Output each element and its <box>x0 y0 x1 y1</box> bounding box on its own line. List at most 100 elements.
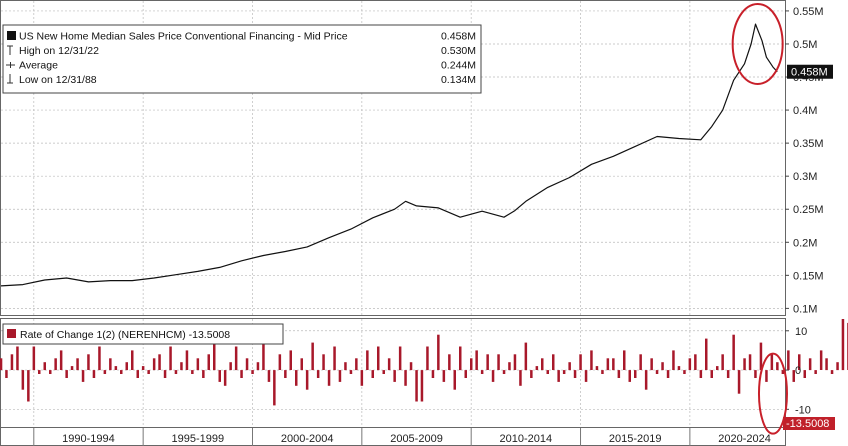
price-line-series <box>0 23 778 287</box>
legend-row-low-label: Low on 12/31/88 <box>19 74 97 86</box>
roc-bar <box>726 370 730 378</box>
price-y-tick-label: 0.35M <box>793 138 824 150</box>
x-axis-label: 2005-2009 <box>390 433 443 445</box>
roc-bar <box>366 350 369 370</box>
legend-row-high-label: High on 12/31/22 <box>19 45 99 57</box>
roc-bar <box>573 370 577 378</box>
peak-highlight-circle <box>731 2 784 85</box>
roc-bar <box>705 338 708 370</box>
annotations <box>731 2 788 435</box>
roc-bar <box>131 350 134 370</box>
legend-row-low-value: 0.134M <box>441 74 476 86</box>
roc-bar <box>185 350 189 370</box>
roc-bar <box>781 370 785 374</box>
roc-bar <box>158 354 161 370</box>
roc-legend: Rate of Change 1(2) (NERENHCM) -13.5008 <box>2 323 284 345</box>
roc-bar <box>267 370 271 382</box>
roc-bar <box>634 370 637 378</box>
roc-bar <box>207 354 210 370</box>
roc-bar <box>595 366 599 370</box>
roc-bar <box>819 350 823 370</box>
roc-bar <box>732 334 735 370</box>
roc-bar <box>196 358 200 371</box>
roc-bar <box>295 370 298 386</box>
roc-bar <box>38 370 41 374</box>
roc-bar <box>262 334 265 370</box>
legend-row-high-icon <box>7 45 13 55</box>
roc-bar <box>639 354 642 370</box>
roc-bar <box>650 358 653 371</box>
price-y-tick-label: 0.4M <box>793 105 817 117</box>
roc-bar <box>480 370 484 374</box>
price-y-tick-label: 0.55M <box>793 6 824 18</box>
roc-bar <box>787 350 790 370</box>
roc-bar <box>530 370 533 378</box>
roc-bar <box>710 370 713 378</box>
roc-bar <box>251 370 254 374</box>
roc-bar <box>147 370 150 374</box>
roc-bar <box>836 362 839 371</box>
roc-bar <box>552 354 555 370</box>
price-last-value-label: 0.458M <box>791 67 828 79</box>
roc-bar <box>699 370 703 378</box>
roc-bar <box>300 358 303 371</box>
legend-row-average-label: Average <box>19 60 58 72</box>
roc-bar <box>770 354 774 370</box>
roc-bar <box>305 370 309 390</box>
roc-y-axis: 10 0 -10 -13.5008 <box>783 326 835 430</box>
roc-bar <box>0 358 3 371</box>
roc-bar <box>152 358 156 371</box>
roc-bar <box>464 370 467 378</box>
roc-bar <box>546 370 549 374</box>
roc-bar <box>754 370 757 378</box>
legend-row-low-icon <box>7 74 13 84</box>
roc-bar <box>32 346 36 371</box>
roc-y-tick-label: -10 <box>795 404 811 416</box>
roc-bar <box>683 370 686 374</box>
roc-bar <box>16 346 19 371</box>
roc-bar <box>437 334 440 370</box>
price-y-tick-label: 0.25M <box>793 204 824 216</box>
roc-bar <box>519 370 522 386</box>
price-y-tick-label: 0.3M <box>793 171 817 183</box>
roc-bar <box>453 370 456 390</box>
roc-bar <box>109 358 112 371</box>
roc-bar <box>245 358 249 371</box>
roc-bar <box>579 354 582 370</box>
roc-bar <box>721 354 724 370</box>
roc-bar <box>420 370 424 402</box>
roc-bar <box>694 354 697 370</box>
roc-bar <box>49 370 52 374</box>
price-y-tick-label: 0.2M <box>793 237 817 249</box>
roc-bar <box>76 358 79 371</box>
roc-bar <box>371 370 374 378</box>
roc-bar <box>497 354 500 370</box>
roc-bar <box>81 370 85 382</box>
roc-bar <box>442 370 446 382</box>
x-axis-label: 1995-1999 <box>172 433 225 445</box>
roc-bar <box>87 354 90 370</box>
x-axis-label: 2015-2019 <box>609 433 662 445</box>
roc-bar <box>491 370 495 382</box>
roc-bar <box>841 319 845 371</box>
roc-bar <box>765 370 768 382</box>
roc-bar <box>557 370 560 382</box>
roc-bar <box>737 370 741 394</box>
roc-bar <box>666 370 670 378</box>
roc-bar <box>404 370 407 386</box>
roc-bar <box>748 354 752 370</box>
roc-bar <box>333 346 336 371</box>
roc-bar <box>387 358 391 371</box>
roc-bar <box>327 370 331 386</box>
roc-bar <box>349 370 353 374</box>
roc-bar <box>92 370 96 378</box>
roc-bar <box>377 346 380 371</box>
roc-bar <box>289 350 292 370</box>
roc-highlight-circle <box>757 352 788 435</box>
roc-bar <box>415 370 418 402</box>
roc-bar <box>628 370 631 382</box>
price-y-tick-label: 0.5M <box>793 39 817 51</box>
roc-bar <box>655 370 659 374</box>
roc-bar <box>273 370 276 406</box>
